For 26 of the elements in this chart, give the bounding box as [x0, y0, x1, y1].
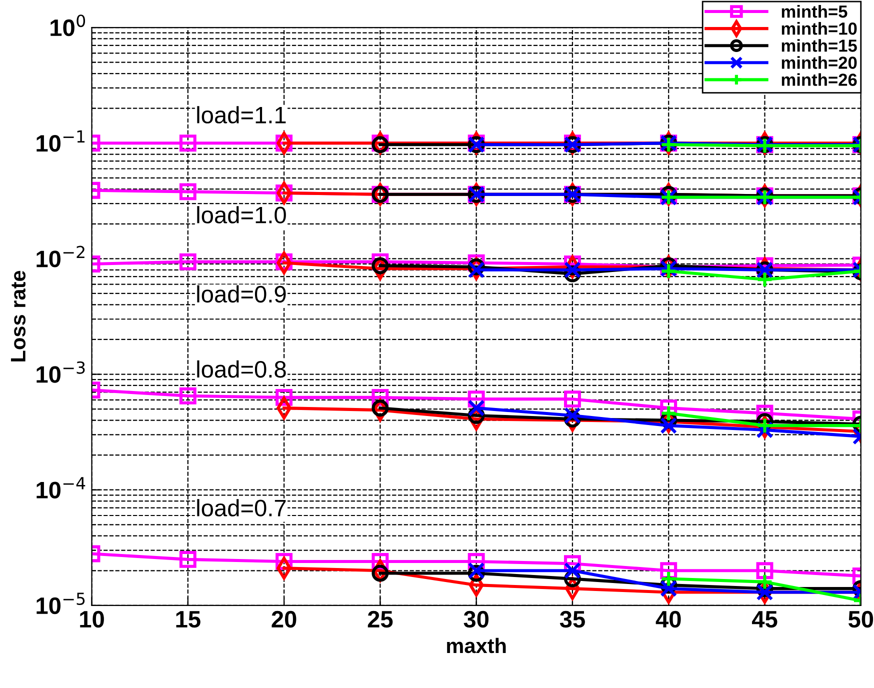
y-tick-label: 10$^{−1}$ — [36, 130, 85, 152]
x-tick-label: 25 — [368, 610, 393, 628]
annotation: load=0.9 — [197, 285, 286, 303]
legend-label: minth=26 — [782, 73, 857, 86]
x-tick-label: 15 — [176, 611, 200, 628]
y-axis-title: Loss rate — [10, 270, 26, 362]
x-tick-label: 35 — [560, 610, 585, 628]
annotation: load=1.0 — [197, 206, 286, 224]
legend-label: minth=15 — [782, 39, 857, 52]
x-axis-title: maxth — [447, 638, 506, 654]
x-tick-label: 45 — [752, 611, 778, 628]
x-tick-label: 30 — [464, 610, 488, 628]
x-tick-label: 40 — [656, 610, 681, 628]
annotation: load=0.8 — [197, 360, 286, 378]
legend-label: minth=5 — [782, 4, 848, 18]
x-tick-label: 10 — [80, 610, 104, 628]
y-tick-label: 10$^{−3}$ — [36, 361, 85, 383]
y-tick-label: 10$^{−2}$ — [36, 246, 84, 268]
legend-label: minth=10 — [782, 22, 857, 35]
x-tick-label: 50 — [848, 610, 874, 628]
legend-label: minth=20 — [782, 56, 857, 69]
x-tick-label: 20 — [272, 610, 296, 628]
annotation: load=0.7 — [197, 499, 286, 516]
annotation: load=1.1 — [197, 106, 286, 124]
y-tick-label: 10$^{−4}$ — [36, 477, 86, 498]
y-tick-label: 10$^{0}$ — [50, 14, 86, 36]
